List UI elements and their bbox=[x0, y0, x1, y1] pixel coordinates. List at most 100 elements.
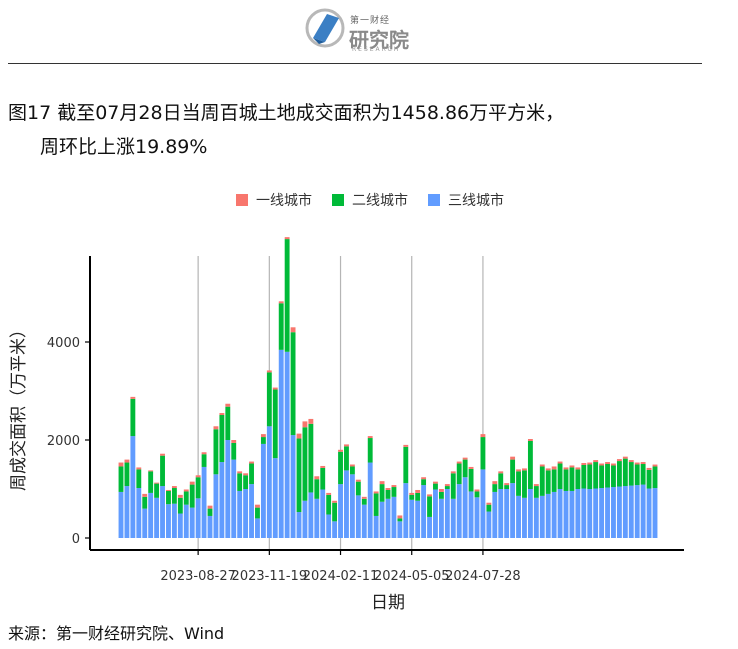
bar-segment bbox=[474, 497, 480, 538]
bar-segment bbox=[468, 468, 474, 492]
bar-segment bbox=[225, 440, 231, 538]
legend-swatch-tier1 bbox=[236, 194, 248, 206]
bar-segment bbox=[622, 456, 628, 459]
bar-segment bbox=[486, 504, 492, 512]
legend-label-tier1: 一线城市 bbox=[256, 193, 312, 209]
bar-segment bbox=[148, 492, 154, 538]
bar-segment bbox=[427, 496, 432, 517]
bar-segment bbox=[183, 504, 189, 538]
bar-segment bbox=[640, 464, 646, 485]
bar-segment bbox=[361, 498, 367, 505]
bar-segment bbox=[403, 483, 409, 538]
bar-segment bbox=[314, 498, 320, 538]
logo-sub-text: RESEARCH bbox=[352, 46, 401, 53]
legend-label-tier2: 二线城市 bbox=[352, 193, 408, 209]
y-axis-title: 周成交面积（万平米） bbox=[9, 321, 29, 491]
bar-segment bbox=[605, 464, 610, 488]
legend-label-tier3: 三线城市 bbox=[448, 193, 504, 209]
bar-segment bbox=[385, 498, 391, 538]
bar-segment bbox=[575, 467, 581, 470]
bar-segment bbox=[634, 464, 640, 486]
bar-segment bbox=[237, 471, 243, 474]
bar-segment bbox=[160, 455, 165, 487]
bar-segment bbox=[142, 493, 148, 497]
bar-segment bbox=[160, 486, 165, 538]
bar-segment bbox=[433, 489, 438, 538]
bar-segment bbox=[302, 500, 308, 538]
bar-segment bbox=[284, 237, 290, 240]
bar-segment bbox=[533, 497, 539, 538]
bar-segment bbox=[130, 436, 136, 538]
bar-segment bbox=[409, 494, 415, 500]
bar-segment bbox=[361, 496, 367, 499]
logo-small-text: 第一财经 bbox=[350, 16, 391, 26]
bar-segment bbox=[332, 502, 338, 522]
bar-segment bbox=[213, 426, 219, 430]
bar-segment bbox=[444, 489, 450, 538]
bar-segment bbox=[349, 466, 355, 475]
bar-segment bbox=[154, 482, 160, 484]
bar-segment bbox=[255, 518, 260, 538]
bar-segment bbox=[616, 461, 622, 487]
bar-segment bbox=[492, 484, 498, 492]
x-tick-label: 2024-07-28 bbox=[445, 569, 521, 584]
bar-segment bbox=[166, 490, 171, 505]
bar-segment bbox=[486, 502, 492, 505]
bar-segment bbox=[622, 458, 628, 487]
bar-segment bbox=[438, 489, 444, 492]
bar-segment bbox=[427, 494, 432, 497]
figure-title: 图17 截至07月28日当周百城土地成交面积为1458.86万平方米， 周环比上… bbox=[8, 96, 708, 164]
chart-axes: 0200040002023-08-272023-11-192024-02-112… bbox=[47, 256, 684, 584]
bar-segment bbox=[177, 494, 183, 498]
y-tick-label: 2000 bbox=[47, 434, 80, 449]
bar-segment bbox=[266, 372, 272, 427]
bar-segment bbox=[611, 465, 616, 488]
bar-segment bbox=[551, 491, 557, 538]
bar-segment bbox=[243, 475, 249, 489]
bar-segment bbox=[628, 462, 634, 486]
bar-segment bbox=[646, 467, 652, 470]
bar-segment bbox=[456, 463, 462, 485]
bar-segment bbox=[527, 440, 533, 489]
bar-segment bbox=[557, 489, 563, 538]
legend-swatch-tier3 bbox=[428, 194, 440, 206]
bar-segment bbox=[462, 457, 468, 460]
bar-segment bbox=[296, 512, 302, 538]
bar-segment bbox=[225, 403, 231, 407]
bar-segment bbox=[320, 465, 326, 468]
bar-segment bbox=[622, 486, 628, 538]
bar-segment bbox=[634, 462, 640, 465]
bar-segment bbox=[516, 495, 521, 538]
bar-segment bbox=[272, 387, 278, 390]
bar-segment bbox=[652, 466, 658, 489]
x-tick-label: 2024-05-05 bbox=[374, 569, 450, 584]
bar-segment bbox=[249, 461, 254, 464]
bar-segment bbox=[355, 479, 361, 482]
bar-segment bbox=[444, 484, 450, 487]
bar-segment bbox=[616, 486, 622, 538]
bar-segment bbox=[130, 396, 136, 399]
bar-segment bbox=[344, 470, 349, 538]
bar-segment bbox=[433, 481, 438, 484]
bar-segment bbox=[421, 477, 427, 480]
bar-segment bbox=[142, 496, 148, 509]
bar-segment bbox=[563, 467, 569, 470]
bar-segment bbox=[480, 437, 486, 470]
header-divider bbox=[8, 63, 702, 64]
bar-segment bbox=[260, 437, 266, 444]
bar-segment bbox=[397, 521, 403, 538]
bar-segment bbox=[290, 332, 296, 436]
bar-segment bbox=[207, 505, 213, 509]
bar-segment bbox=[539, 466, 545, 496]
bar-segment bbox=[320, 467, 326, 490]
y-tick-label: 4000 bbox=[47, 336, 80, 351]
bar-segment bbox=[527, 439, 533, 441]
bar-segment bbox=[462, 477, 468, 538]
bar-segment bbox=[415, 492, 421, 501]
bar-segment bbox=[314, 479, 320, 499]
bar-segment bbox=[628, 485, 634, 538]
bar-segment bbox=[201, 452, 207, 455]
legend-item-tier3: 三线城市 bbox=[428, 190, 504, 210]
bar-segment bbox=[177, 513, 183, 538]
bar-segment bbox=[587, 464, 593, 489]
